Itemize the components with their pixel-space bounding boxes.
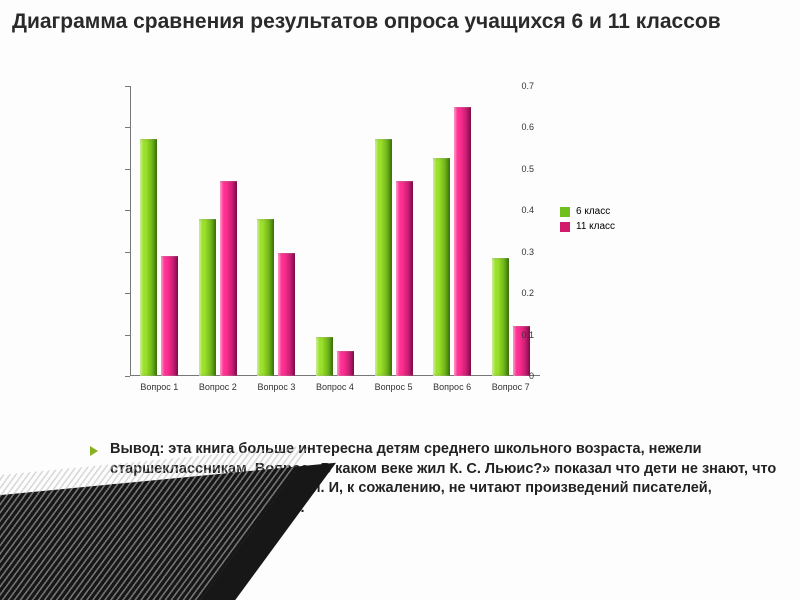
bar: [140, 139, 157, 376]
bar-group: [247, 86, 306, 376]
y-tick-label: 0.6: [504, 122, 534, 132]
bar: [337, 351, 354, 376]
page-title: Диаграмма сравнения результатов опроса у…: [12, 10, 788, 34]
legend-label: 6 класс: [576, 206, 610, 217]
chart: 00.10.20.30.40.50.60.7 Вопрос 1Вопрос 2В…: [70, 76, 620, 416]
y-tick-label: 0: [504, 371, 534, 381]
bar: [375, 139, 392, 376]
legend-item: 11 класс: [560, 221, 615, 232]
y-tick-label: 0.1: [504, 330, 534, 340]
bar-group: [364, 86, 423, 376]
bullet-icon: [90, 446, 98, 456]
chart-plot: 00.10.20.30.40.50.60.7 Вопрос 1Вопрос 2В…: [130, 86, 540, 376]
legend-swatch: [560, 207, 570, 217]
x-label: Вопрос 1: [130, 382, 189, 392]
x-label: Вопрос 2: [189, 382, 248, 392]
bar: [396, 181, 413, 376]
bar: [257, 219, 274, 376]
y-tick-label: 0.2: [504, 288, 534, 298]
y-tick: [125, 252, 130, 253]
y-tick: [125, 86, 130, 87]
y-tick-label: 0.7: [504, 81, 534, 91]
legend-label: 11 класс: [576, 221, 615, 232]
x-label: Вопрос 7: [481, 382, 540, 392]
bar: [492, 258, 509, 376]
bar: [199, 219, 216, 376]
y-tick-label: 0.3: [504, 247, 534, 257]
bar: [278, 253, 295, 376]
bar: [433, 158, 450, 376]
y-tick: [125, 127, 130, 128]
y-tick: [125, 210, 130, 211]
bar: [220, 181, 237, 376]
x-label: Вопрос 6: [423, 382, 482, 392]
slide: { "title": { "text": "Диаграмма сравнени…: [0, 0, 800, 600]
bar-group: [189, 86, 248, 376]
y-tick: [125, 335, 130, 336]
bar-group: [130, 86, 189, 376]
x-label: Вопрос 3: [247, 382, 306, 392]
bar: [454, 107, 471, 376]
bar: [161, 256, 178, 376]
bar-group: [306, 86, 365, 376]
y-tick: [125, 376, 130, 377]
x-label: Вопрос 4: [306, 382, 365, 392]
x-label: Вопрос 5: [364, 382, 423, 392]
bar-group: [423, 86, 482, 376]
legend: 6 класс 11 класс: [560, 206, 615, 236]
legend-item: 6 класс: [560, 206, 615, 217]
y-tick: [125, 293, 130, 294]
legend-swatch: [560, 222, 570, 232]
bar: [316, 337, 333, 376]
y-tick-label: 0.5: [504, 164, 534, 174]
y-tick: [125, 169, 130, 170]
bars-container: [130, 86, 540, 376]
y-tick-label: 0.4: [504, 205, 534, 215]
